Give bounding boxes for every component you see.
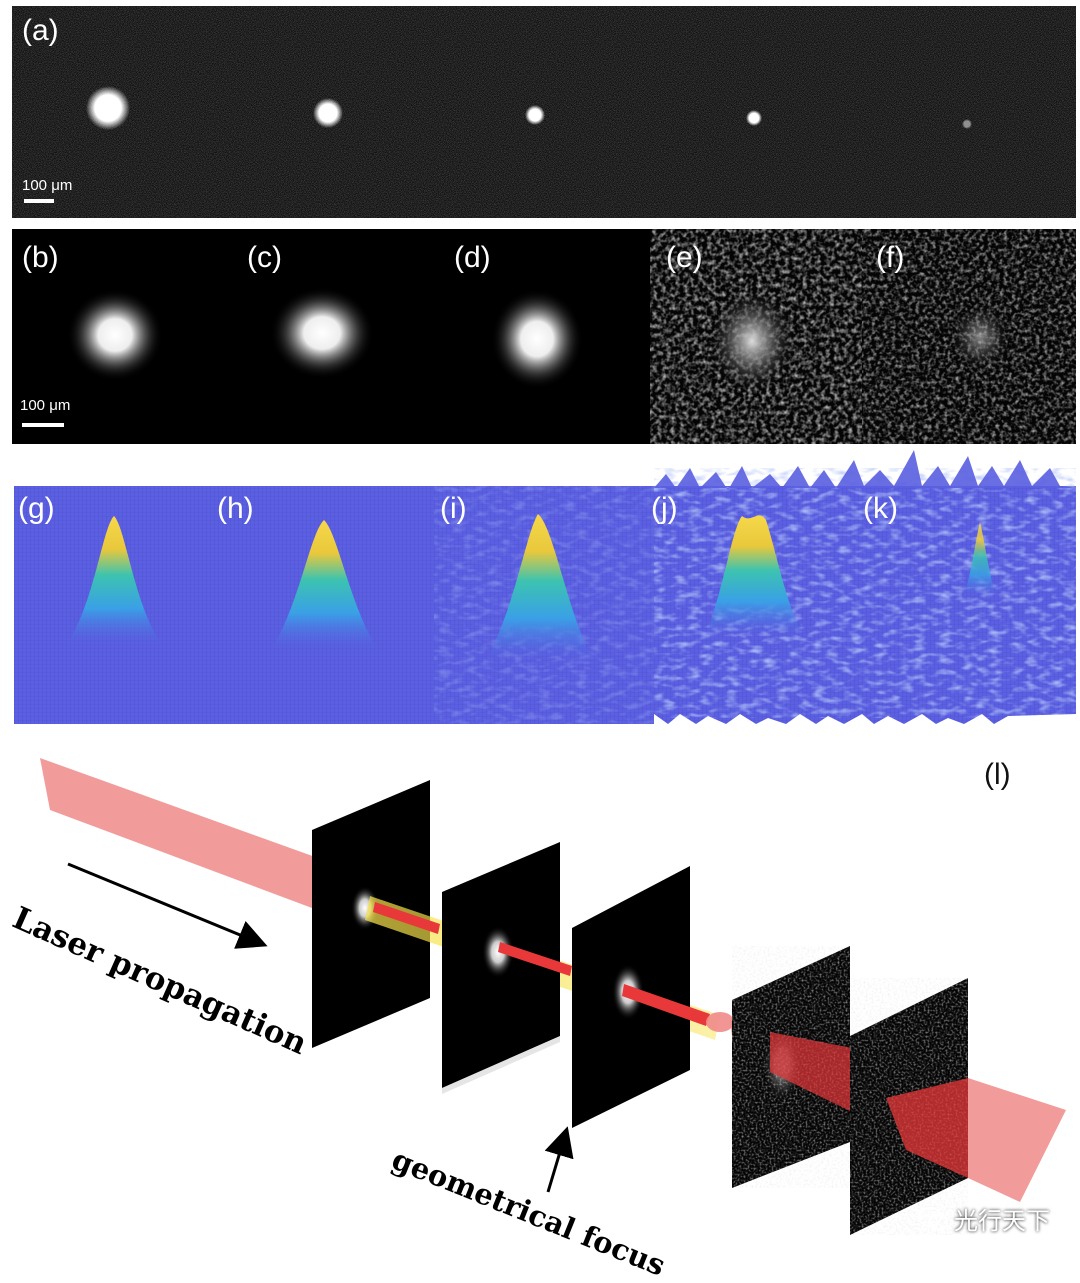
- spot-e: [708, 289, 796, 393]
- incoming-beam: [40, 758, 318, 908]
- spot-c: [270, 287, 374, 379]
- beam-schematic: [40, 758, 1066, 1235]
- spot-3: [525, 105, 545, 125]
- surface-plots: [14, 450, 1076, 724]
- spot-b: [67, 289, 163, 381]
- peak-k: [964, 522, 996, 598]
- scale-label-b: 100 μm: [20, 397, 71, 414]
- focus-blob: [706, 1012, 734, 1032]
- spot-d: [491, 289, 583, 389]
- spot-4: [746, 110, 762, 126]
- peak-j: [704, 515, 804, 638]
- label-c: (c): [247, 241, 282, 274]
- label-h: (h): [217, 492, 254, 525]
- spot-f: [950, 303, 1010, 371]
- propagation-arrow: [67, 862, 268, 949]
- scale-label-a: 100 μm: [22, 177, 73, 194]
- red-core-beam-1: [373, 902, 440, 934]
- label-g: (g): [18, 492, 55, 525]
- label-l: (l): [984, 758, 1011, 791]
- spot-5: [962, 119, 972, 129]
- scale-bar-b: [22, 423, 64, 427]
- label-a: (a): [22, 14, 59, 47]
- label-d: (d): [454, 241, 491, 274]
- noise-image: [12, 6, 1076, 218]
- label-f: (f): [876, 241, 905, 274]
- label-k: (k): [863, 492, 898, 525]
- panels-g-k-surfaces: (g) (h) (i) (j) (k): [14, 448, 1076, 724]
- red-core-beam-2: [498, 942, 572, 976]
- diverging-beam-2: [770, 1032, 852, 1112]
- label-e: (e): [666, 241, 703, 274]
- screen-2: [442, 842, 560, 1094]
- peak-i: [484, 514, 594, 663]
- scale-bar-a: [24, 199, 54, 203]
- peak-g: [64, 516, 164, 648]
- focus-arrow: [544, 1126, 574, 1193]
- panel-a-focal-spots-image: (a) 100 μm: [12, 6, 1076, 218]
- label-j: (j): [651, 492, 678, 525]
- spot-2: [313, 98, 343, 128]
- spot-images: [12, 229, 1076, 444]
- watermark: 光行天下: [918, 1201, 1050, 1236]
- panels-b-f-row: (b) (c) (d) (e) (f) 100 μm: [12, 229, 1076, 444]
- peak-h: [269, 520, 380, 653]
- spot-1: [86, 86, 130, 130]
- label-b: (b): [22, 241, 59, 274]
- outgoing-beam: [886, 1078, 968, 1178]
- panel-l-schematic: (l) Laser propagation geometrical focus …: [0, 730, 1080, 1283]
- wechat-icon: [918, 1206, 948, 1230]
- watermark-text: 光行天下: [954, 1208, 1050, 1235]
- label-i: (i): [440, 492, 467, 525]
- red-core-beam-3: [622, 984, 710, 1026]
